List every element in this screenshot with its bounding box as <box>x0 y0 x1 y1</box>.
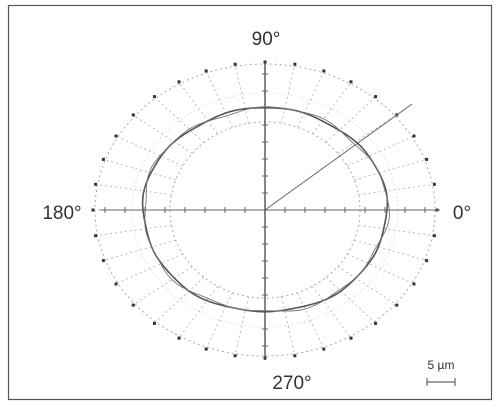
angle-dot <box>374 95 378 99</box>
radial-line <box>347 253 413 284</box>
angle-dot <box>101 157 105 161</box>
angle-dot <box>349 80 353 84</box>
angle-dot <box>114 134 118 138</box>
radial-line <box>117 253 183 284</box>
radial-line <box>297 292 324 348</box>
label-270: 270° <box>272 373 311 394</box>
angle-dot <box>177 336 181 340</box>
radial-line <box>325 277 375 323</box>
angle-dot <box>293 354 297 358</box>
radial-line <box>117 136 183 167</box>
radial-line <box>155 97 205 143</box>
trace-line <box>144 106 390 312</box>
radial-line <box>179 285 218 337</box>
angle-dot <box>233 354 237 358</box>
radial-line <box>337 266 396 305</box>
angle-dot <box>412 282 416 286</box>
angle-dot <box>101 259 105 263</box>
radial-line <box>312 285 351 337</box>
radial-line <box>155 277 205 323</box>
angle-dot <box>94 234 98 238</box>
angle-dot <box>114 282 118 286</box>
scale-bar <box>426 378 456 386</box>
angle-dot <box>177 80 181 84</box>
radial-line <box>105 239 176 261</box>
angle-dot <box>152 95 156 99</box>
radial-line <box>206 292 233 348</box>
angle-dot <box>94 182 98 186</box>
angle-dot <box>131 303 135 307</box>
angle-dot <box>412 134 416 138</box>
radial-line <box>206 72 233 128</box>
radius-marker <box>264 103 413 211</box>
radial-line <box>347 136 413 167</box>
angle-dot <box>152 321 156 325</box>
scale-label: 5 µm <box>428 358 455 372</box>
angle-dot <box>432 182 436 186</box>
radial-line <box>325 97 375 143</box>
angle-dot <box>349 336 353 340</box>
angle-dot <box>204 347 208 351</box>
angle-dot <box>233 62 237 66</box>
label-0: 0° <box>453 203 471 224</box>
label-180: 180° <box>42 203 81 224</box>
radial-line <box>134 266 193 305</box>
angle-dot <box>131 113 135 117</box>
angle-dot <box>374 321 378 325</box>
profile-trace <box>141 106 390 313</box>
angle-dot <box>425 157 429 161</box>
angle-dot <box>322 69 326 73</box>
angle-dot <box>425 259 429 263</box>
radial-line <box>354 239 425 261</box>
radial-line <box>337 115 396 154</box>
angle-dot <box>293 62 297 66</box>
radial-line <box>297 72 324 128</box>
radial-line <box>105 159 176 181</box>
radial-line <box>134 115 193 154</box>
label-90: 90° <box>252 29 281 50</box>
angle-dot <box>395 303 399 307</box>
polar-grid <box>91 60 440 360</box>
angle-dot <box>91 208 95 212</box>
frame <box>7 4 493 401</box>
radial-line <box>179 83 218 135</box>
angle-dot <box>432 234 436 238</box>
radial-line <box>354 159 425 181</box>
radial-line <box>312 83 351 135</box>
angle-dot <box>322 347 326 351</box>
angle-dot <box>204 69 208 73</box>
